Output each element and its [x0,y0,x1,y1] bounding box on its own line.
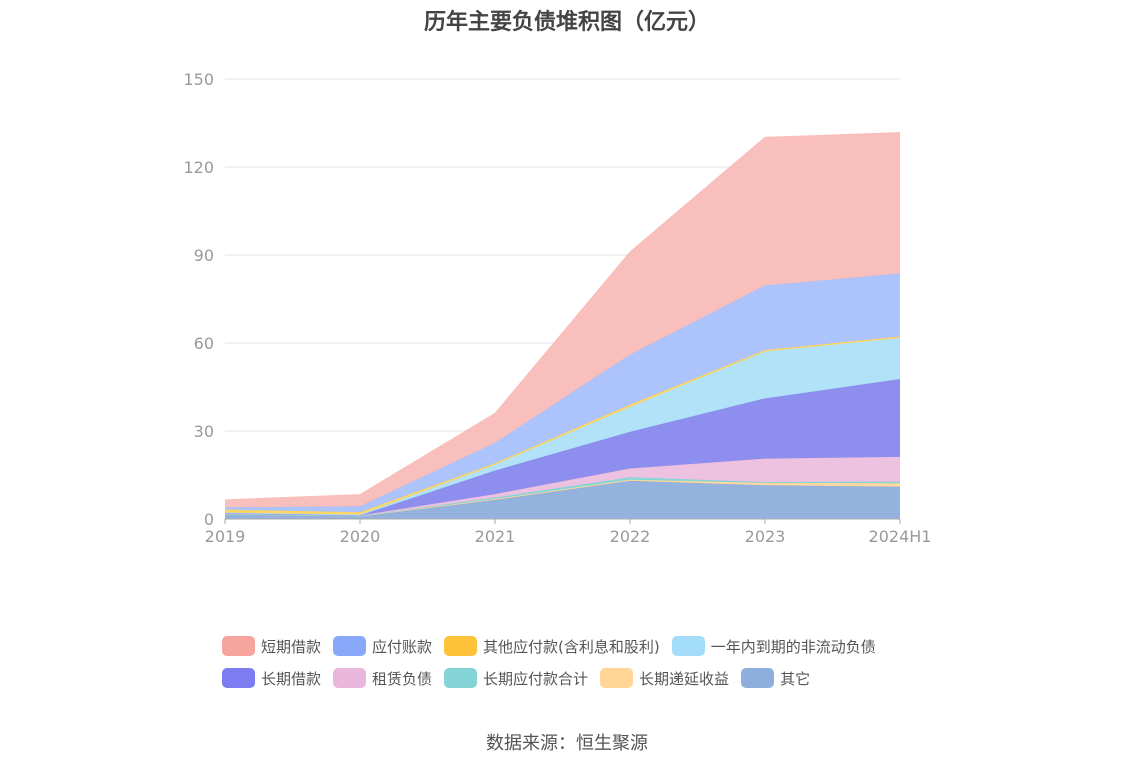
legend-row: 长期借款 租赁负债 长期应付款合计 长期递延收益 其它 [222,662,942,694]
legend-item[interactable]: 长期应付款合计 [444,668,588,689]
legend-item[interactable]: 应付账款 [333,636,432,657]
legend-swatch [671,636,705,656]
stacked-area-chart: 0 30 60 90 120 150 2019 2020 2021 2022 2023 2024H1 [183,70,931,546]
legend-item[interactable]: 长期递延收益 [600,668,729,689]
legend-label: 其它 [780,669,811,688]
area-应付账款 [225,273,900,513]
legend-item[interactable]: 租赁负债 [333,668,432,689]
legend-label: 租赁负债 [372,669,433,688]
area-edge-短期借款 [224,132,901,501]
legend-item[interactable]: 长期借款 [222,668,321,689]
area-一年内到期的非流动负债 [225,338,900,516]
legend: 短期借款 应付账款 其他应付款(含利息和股利) 一年内到期的非流动负债 长期借款 租赁负… [222,630,942,694]
legend-item[interactable]: 其他应付款(含利息和股利) [444,636,660,657]
x-tick-label: 2019 [205,527,246,546]
legend-label: 短期借款 [261,637,322,656]
legend-label: 长期借款 [261,669,322,688]
legend-swatch [222,636,255,656]
area-长期借款 [225,379,900,516]
legend-row: 短期借款 应付账款 其他应付款(含利息和股利) 一年内到期的非流动负债 [222,630,942,662]
chart-title: 历年主要负债堆积图（亿元） [423,10,710,35]
legend-label: 长期递延收益 [639,669,730,688]
legend-swatch [333,636,367,656]
x-tick-label: 2020 [340,527,381,546]
legend-label: 应付账款 [372,637,433,656]
area-租赁负债 [225,456,900,517]
y-tick-label: 120 [183,158,214,177]
y-tick-label: 30 [194,422,214,441]
legend-label: 长期应付款合计 [483,669,589,688]
legend-swatch [333,668,367,688]
x-tick-label: 2022 [610,527,651,546]
x-tick-label: 2024H1 [869,527,932,546]
legend-item[interactable]: 一年内到期的非流动负债 [671,636,876,657]
legend-swatch [444,636,478,656]
legend-swatch [600,668,634,688]
data-source-note: 数据来源：恒生聚源 [486,733,648,754]
x-tick-label: 2021 [475,527,516,546]
y-tick-label: 60 [194,334,214,353]
legend-item[interactable]: 短期借款 [222,636,321,657]
area-edge-长期应付款合计 [224,476,901,517]
area-短期借款 [225,132,900,508]
y-tick-label: 0 [204,510,214,529]
legend-label: 一年内到期的非流动负债 [710,637,876,656]
legend-label: 其他应付款(含利息和股利) [483,637,660,656]
legend-swatch [222,668,255,688]
axes: 0 30 60 90 120 150 2019 2020 2021 2022 2023 2024H1 [183,70,931,546]
y-tick-label: 150 [183,70,214,89]
legend-item[interactable]: 其它 [741,668,810,689]
area-其它 [225,480,900,519]
legend-swatch [741,668,775,688]
area-series [224,132,901,519]
x-tick-label: 2023 [745,527,786,546]
y-tick-label: 90 [194,246,214,265]
legend-swatch [444,668,478,688]
